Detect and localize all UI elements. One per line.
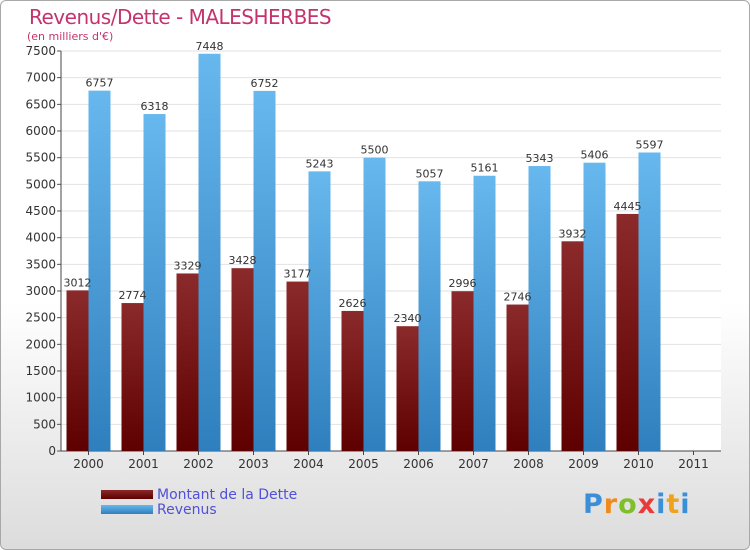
logo-letter: i bbox=[656, 489, 667, 520]
legend-label-dette: Montant de la Dette bbox=[157, 487, 298, 503]
bar-revenus bbox=[363, 157, 386, 451]
bar-dette bbox=[616, 213, 639, 451]
bar-revenus bbox=[253, 90, 276, 451]
x-tick-label: 2009 bbox=[568, 457, 599, 471]
data-label-dette: 2340 bbox=[394, 312, 422, 325]
data-label-revenus: 6752 bbox=[251, 77, 279, 90]
bar-revenus bbox=[583, 162, 606, 451]
y-tick-label: 500 bbox=[33, 417, 56, 431]
y-tick-label: 3500 bbox=[25, 257, 56, 271]
bar-revenus bbox=[638, 152, 661, 451]
data-label-dette: 3932 bbox=[559, 227, 587, 240]
x-tick-label: 2002 bbox=[183, 457, 214, 471]
plot-area bbox=[61, 51, 721, 451]
logo-letter: o bbox=[618, 489, 638, 520]
data-label-dette: 2996 bbox=[449, 277, 477, 290]
data-label-revenus: 5243 bbox=[306, 157, 334, 170]
data-label-revenus: 5343 bbox=[526, 152, 554, 165]
y-tick-label: 4000 bbox=[25, 231, 56, 245]
bar-dette bbox=[561, 241, 584, 451]
x-tick-label: 2007 bbox=[458, 457, 489, 471]
logo-letter: x bbox=[637, 489, 657, 520]
bar-dette bbox=[286, 281, 309, 451]
y-tick-label: 2000 bbox=[25, 337, 56, 351]
bar-dette bbox=[231, 268, 254, 451]
x-tick-label: 2004 bbox=[293, 457, 324, 471]
chart-title: Revenus/Dette - MALESHERBES bbox=[29, 5, 332, 29]
logo-letter: P bbox=[583, 489, 604, 520]
proxiti-logo: Proxiti bbox=[583, 489, 691, 520]
y-tick-label: 5000 bbox=[25, 177, 56, 191]
bar-dette bbox=[176, 273, 199, 451]
y-tick-label: 1500 bbox=[25, 364, 56, 378]
bar-revenus bbox=[473, 175, 496, 451]
chart-subtitle: (en milliers d'€) bbox=[27, 30, 114, 43]
data-label-revenus: 5500 bbox=[361, 144, 389, 157]
bar-dette bbox=[451, 291, 474, 451]
x-tick-label: 2000 bbox=[73, 457, 104, 471]
legend-swatch-dette bbox=[101, 490, 153, 499]
data-label-dette: 3428 bbox=[229, 254, 257, 267]
y-tick-label: 6500 bbox=[25, 97, 56, 111]
data-label-dette: 2746 bbox=[504, 291, 532, 304]
x-tick-label: 2005 bbox=[348, 457, 379, 471]
data-label-dette: 2774 bbox=[119, 289, 147, 302]
legend-label-revenus: Revenus bbox=[157, 502, 217, 518]
y-tick-label: 3000 bbox=[25, 284, 56, 298]
x-tick-label: 2003 bbox=[238, 457, 269, 471]
data-label-revenus: 7448 bbox=[196, 40, 224, 53]
bar-revenus bbox=[308, 171, 331, 451]
y-tick-label: 7000 bbox=[25, 71, 56, 85]
data-label-revenus: 5597 bbox=[636, 138, 664, 151]
x-tick-label: 2006 bbox=[403, 457, 434, 471]
data-label-revenus: 5161 bbox=[471, 162, 499, 175]
legend-swatch-revenus bbox=[101, 505, 153, 514]
logo-letter: r bbox=[603, 489, 619, 520]
data-label-revenus: 6318 bbox=[141, 100, 169, 113]
bar-dette bbox=[66, 290, 89, 451]
y-tick-label: 2500 bbox=[25, 311, 56, 325]
data-label-dette: 4445 bbox=[614, 200, 642, 213]
y-tick-label: 0 bbox=[48, 444, 56, 458]
logo-letter: i bbox=[680, 489, 691, 520]
y-tick-label: 7500 bbox=[25, 44, 56, 58]
data-label-revenus: 5406 bbox=[581, 149, 609, 162]
y-tick-label: 6000 bbox=[25, 124, 56, 138]
bar-revenus bbox=[198, 53, 221, 451]
data-label-revenus: 5057 bbox=[416, 167, 444, 180]
bar-dette bbox=[396, 326, 419, 451]
bar-dette bbox=[121, 303, 144, 451]
bar-revenus bbox=[88, 90, 111, 452]
x-tick-label: 2001 bbox=[128, 457, 159, 471]
data-label-dette: 2626 bbox=[339, 297, 367, 310]
y-tick-label: 5500 bbox=[25, 151, 56, 165]
bar-revenus bbox=[418, 181, 441, 451]
bar-dette bbox=[506, 304, 529, 451]
x-tick-label: 2008 bbox=[513, 457, 544, 471]
data-label-dette: 3177 bbox=[284, 268, 312, 281]
bar-revenus bbox=[528, 166, 551, 452]
y-tick-label: 1000 bbox=[25, 391, 56, 405]
x-tick-label: 2011 bbox=[678, 457, 709, 471]
logo-letter: t bbox=[666, 489, 681, 520]
data-label-dette: 3329 bbox=[174, 259, 202, 272]
data-label-dette: 3012 bbox=[64, 276, 92, 289]
y-tick-label: 4500 bbox=[25, 204, 56, 218]
bar-revenus bbox=[143, 114, 166, 451]
x-tick-label: 2010 bbox=[623, 457, 654, 471]
bar-dette bbox=[341, 310, 364, 451]
data-label-revenus: 6757 bbox=[86, 77, 114, 90]
